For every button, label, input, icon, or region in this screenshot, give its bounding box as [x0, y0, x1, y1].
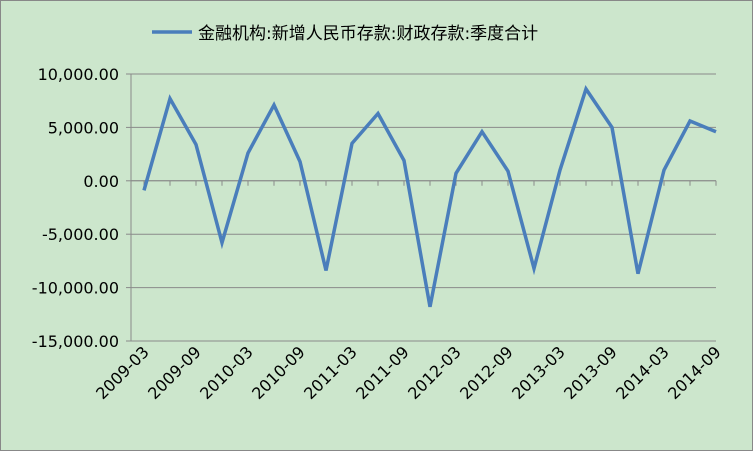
y-tick-label: -15,000.00 [32, 332, 119, 351]
data-point [377, 112, 380, 115]
y-tick-label: -10,000.00 [32, 279, 119, 298]
data-point [455, 172, 458, 175]
data-point [689, 119, 692, 122]
data-point [507, 170, 510, 173]
data-point [637, 272, 640, 275]
data-point [715, 130, 718, 133]
data-point [247, 152, 250, 155]
legend: 金融机构:新增人民币存款:财政存款:季度合计 [152, 24, 538, 44]
data-point [351, 142, 354, 145]
data-point [169, 97, 172, 100]
y-tick-label: 10,000.00 [38, 65, 119, 84]
data-point [299, 160, 302, 163]
data-point [663, 169, 666, 172]
series-layer [142, 85, 718, 308]
data-point [533, 267, 536, 270]
legend-label: 金融机构:新增人民币存款:财政存款:季度合计 [198, 24, 538, 44]
data-point [559, 169, 562, 172]
y-tick-label: -5,000.00 [42, 225, 119, 244]
data-point [611, 126, 614, 129]
data-point [481, 130, 484, 133]
data-point [585, 87, 588, 90]
y-tick-label: 5,000.00 [48, 118, 119, 137]
data-point [403, 159, 406, 162]
data-point [221, 241, 224, 244]
y-tick-label: 0.00 [83, 172, 119, 191]
data-point [143, 189, 146, 192]
data-point [325, 269, 328, 272]
data-point [195, 143, 198, 146]
data-point [273, 103, 276, 106]
series-line [142, 85, 717, 308]
data-point [429, 305, 432, 308]
